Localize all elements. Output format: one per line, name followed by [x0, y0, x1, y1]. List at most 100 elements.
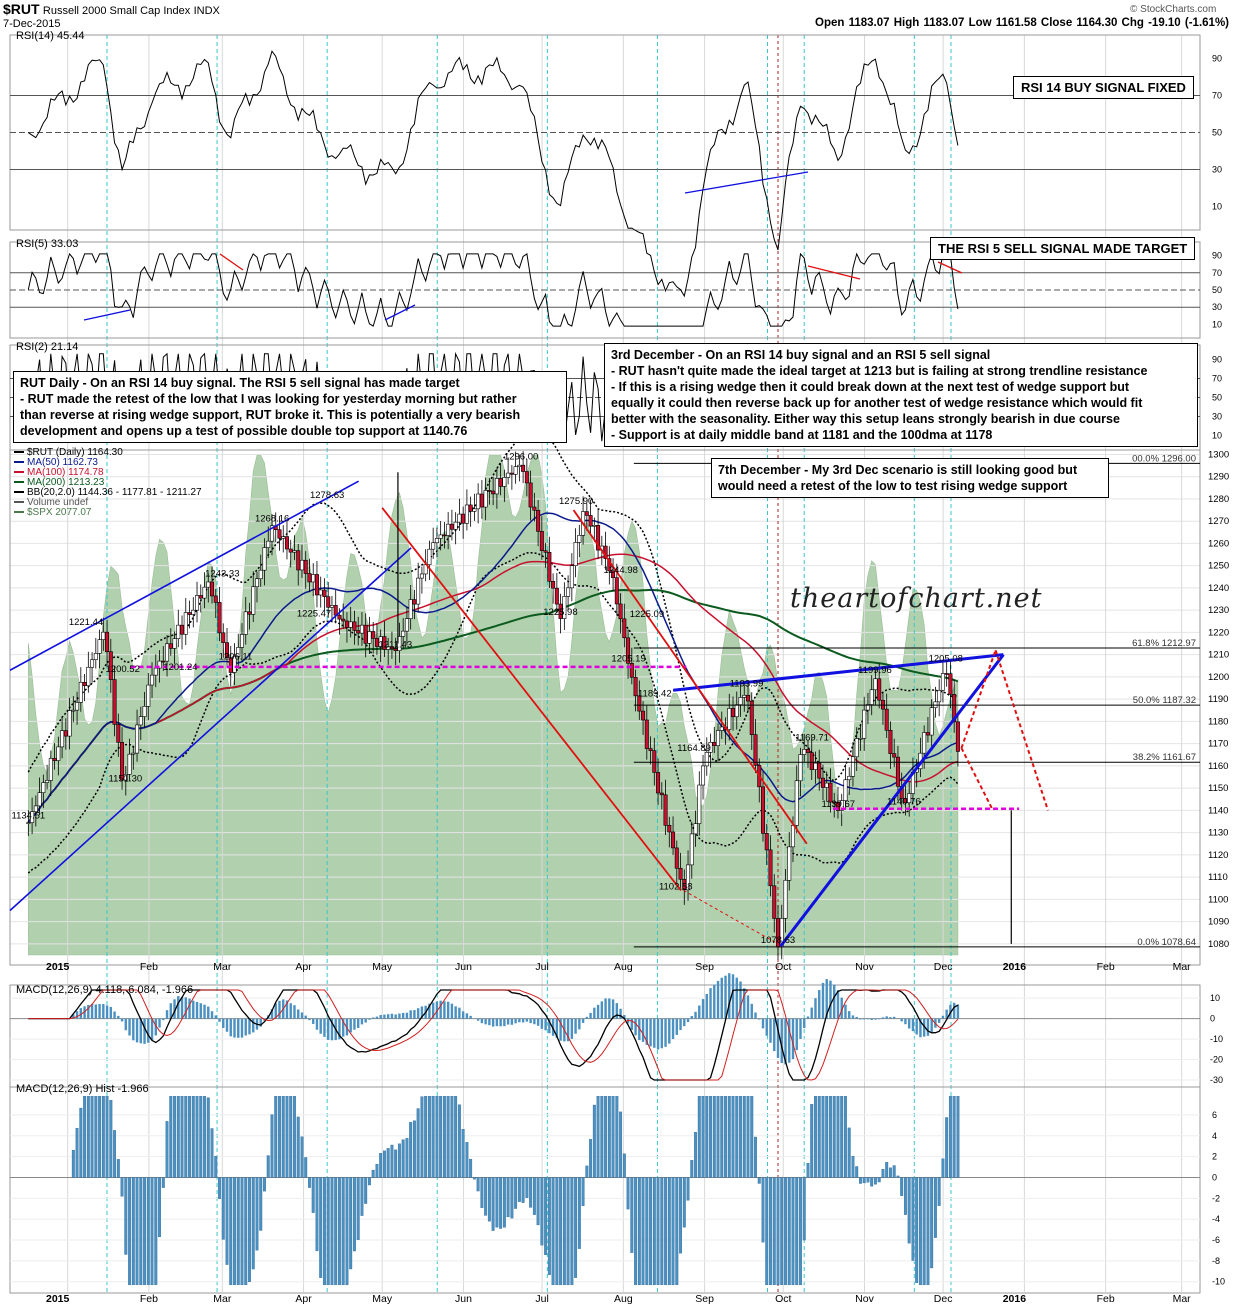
macd-hist-bar: [937, 1177, 941, 1206]
macd-hist-bar: [341, 1177, 345, 1286]
candle-body: [210, 581, 215, 597]
macd-mini-hist-bar: [188, 998, 191, 1019]
macd-hist-bar: [855, 1166, 859, 1178]
macd-hist-bar: [555, 1177, 559, 1286]
macd-mini-hist-bar: [120, 1018, 124, 1022]
macd-mini-hist-bar: [203, 1004, 206, 1019]
macd-mini-hist-bar: [416, 1008, 420, 1019]
legend-swatch: [14, 491, 24, 494]
fib-level-label: 50.0% 1187.32: [1133, 695, 1196, 706]
price-label: 1201.24: [163, 662, 197, 673]
x-axis-label: Aug: [614, 961, 633, 973]
legend-item: MA(50) 1162.73: [14, 457, 98, 468]
macd-mini-hist-bar: [521, 1018, 525, 1023]
candle-body: [843, 779, 848, 801]
macd-hist-bar: [948, 1096, 952, 1178]
macd-hist-bar: [540, 1177, 544, 1246]
macd-mini-hist-bar: [919, 1018, 922, 1038]
macd-hist-bar: [510, 1177, 514, 1219]
macd-hist-bar: [769, 1177, 772, 1286]
candle-body: [206, 581, 211, 588]
legend-item: BB(20,2.0) 1144.36 - 1177.81 - 1211.27: [14, 487, 202, 498]
macd-hist-bar: [349, 1177, 353, 1270]
candle-body: [352, 621, 357, 631]
candle-body: [367, 631, 372, 644]
macd-hist-bar: [293, 1096, 296, 1178]
macd-hist-bar: [566, 1177, 570, 1286]
candle-body: [97, 639, 102, 654]
macd-mini-hist-bar: [866, 1018, 870, 1020]
wedge-resistance: [672, 653, 1004, 692]
price-tick-label: 1140: [1208, 805, 1228, 816]
macd-hist-bar: [427, 1096, 431, 1178]
price-label: 1244.98: [604, 565, 638, 576]
candle-body: [371, 631, 376, 639]
candle-body: [442, 534, 447, 537]
macd-hist-bar: [311, 1177, 315, 1213]
macd-hist-bar: [304, 1157, 308, 1178]
candle-body: [569, 565, 574, 589]
candle-body: [626, 637, 631, 664]
x-axis-label: 2015: [46, 961, 70, 973]
price-tick-label: 1190: [1208, 694, 1228, 705]
candle-body: [33, 805, 38, 813]
legend-label: $SPX 2077.07: [27, 507, 92, 518]
macd-mini-hist-bar: [132, 1018, 135, 1041]
macd-hist-bar: [390, 1144, 394, 1178]
candle-body: [944, 673, 949, 675]
macd-mini-hist-bar: [222, 1018, 225, 1028]
price-tick-label: 1180: [1208, 716, 1228, 727]
candle-body: [318, 589, 323, 596]
macd-mini-hist-bar: [555, 1018, 559, 1038]
macd-hist-bar: [551, 1177, 555, 1286]
macd-mini-hist-bar: [750, 1003, 753, 1019]
ma50-line: [27, 512, 959, 824]
candle-body: [708, 742, 713, 753]
macd-mini-hist-bar: [634, 1018, 637, 1036]
macd-mini-hist-bar: [761, 1018, 765, 1029]
axis-layer: 103050709010305070901030507090100-10-20-…: [46, 54, 1229, 1306]
macd-mini-hist-bar: [192, 1000, 195, 1019]
macd-mini-hist-bar: [356, 1018, 360, 1029]
macd-mini-hist-bar: [409, 1010, 412, 1019]
candle-body: [738, 697, 743, 705]
candle-body: [138, 716, 143, 726]
macd-label: MACD(12,26,9) 4.118, 6.084, -1.966: [16, 984, 194, 996]
price-tick-label: 1240: [1208, 583, 1229, 594]
macd-hist-bar: [626, 1177, 630, 1210]
macd-hist-bar: [817, 1096, 821, 1178]
grid-layer: [10, 35, 1200, 1292]
macd-hist-bar: [918, 1177, 922, 1286]
macd-mini-hist-bar: [559, 1018, 562, 1041]
macd-hist-bar: [420, 1096, 424, 1178]
macd-mini-hist-bar: [593, 1007, 596, 1019]
macd-hist-bar: [851, 1156, 855, 1178]
rsi5-tick-label: 10: [1212, 319, 1222, 329]
x-axis-label: Aug: [614, 1293, 633, 1305]
candle-body: [93, 653, 98, 661]
macd-mini-hist-bar: [135, 1018, 139, 1043]
macd-mini-hist-bar: [109, 1006, 113, 1019]
hist-tick-label: 2: [1212, 1152, 1217, 1162]
chart-date: 7-Dec-2015: [3, 18, 61, 30]
macd-mini-hist-bar: [319, 1018, 322, 1034]
candle-body: [858, 737, 863, 740]
candle-body: [536, 509, 541, 532]
macd-mini-hist-bar: [304, 1015, 307, 1019]
macd-hist-bar: [529, 1177, 533, 1208]
macd-mini-hist-bar: [596, 1004, 600, 1019]
macd-hist-bar: [285, 1096, 289, 1178]
macd-hist-bar: [712, 1096, 716, 1178]
price-tick-label: 1200: [1208, 672, 1229, 683]
macd-hist-bar: [360, 1177, 364, 1216]
macd-mini-hist-bar: [113, 1011, 116, 1019]
macd-hist-bar: [799, 1177, 802, 1286]
macd-hist-bar: [888, 1167, 892, 1178]
macd-hist-bar: [690, 1160, 694, 1178]
rsi5-divergence-line: [384, 304, 416, 321]
price-label: 1169.71: [795, 732, 829, 743]
macd-hist-bar: [184, 1096, 188, 1178]
macd-hist-bar: [300, 1136, 304, 1178]
macd-mini-hist-bar: [289, 1003, 292, 1019]
